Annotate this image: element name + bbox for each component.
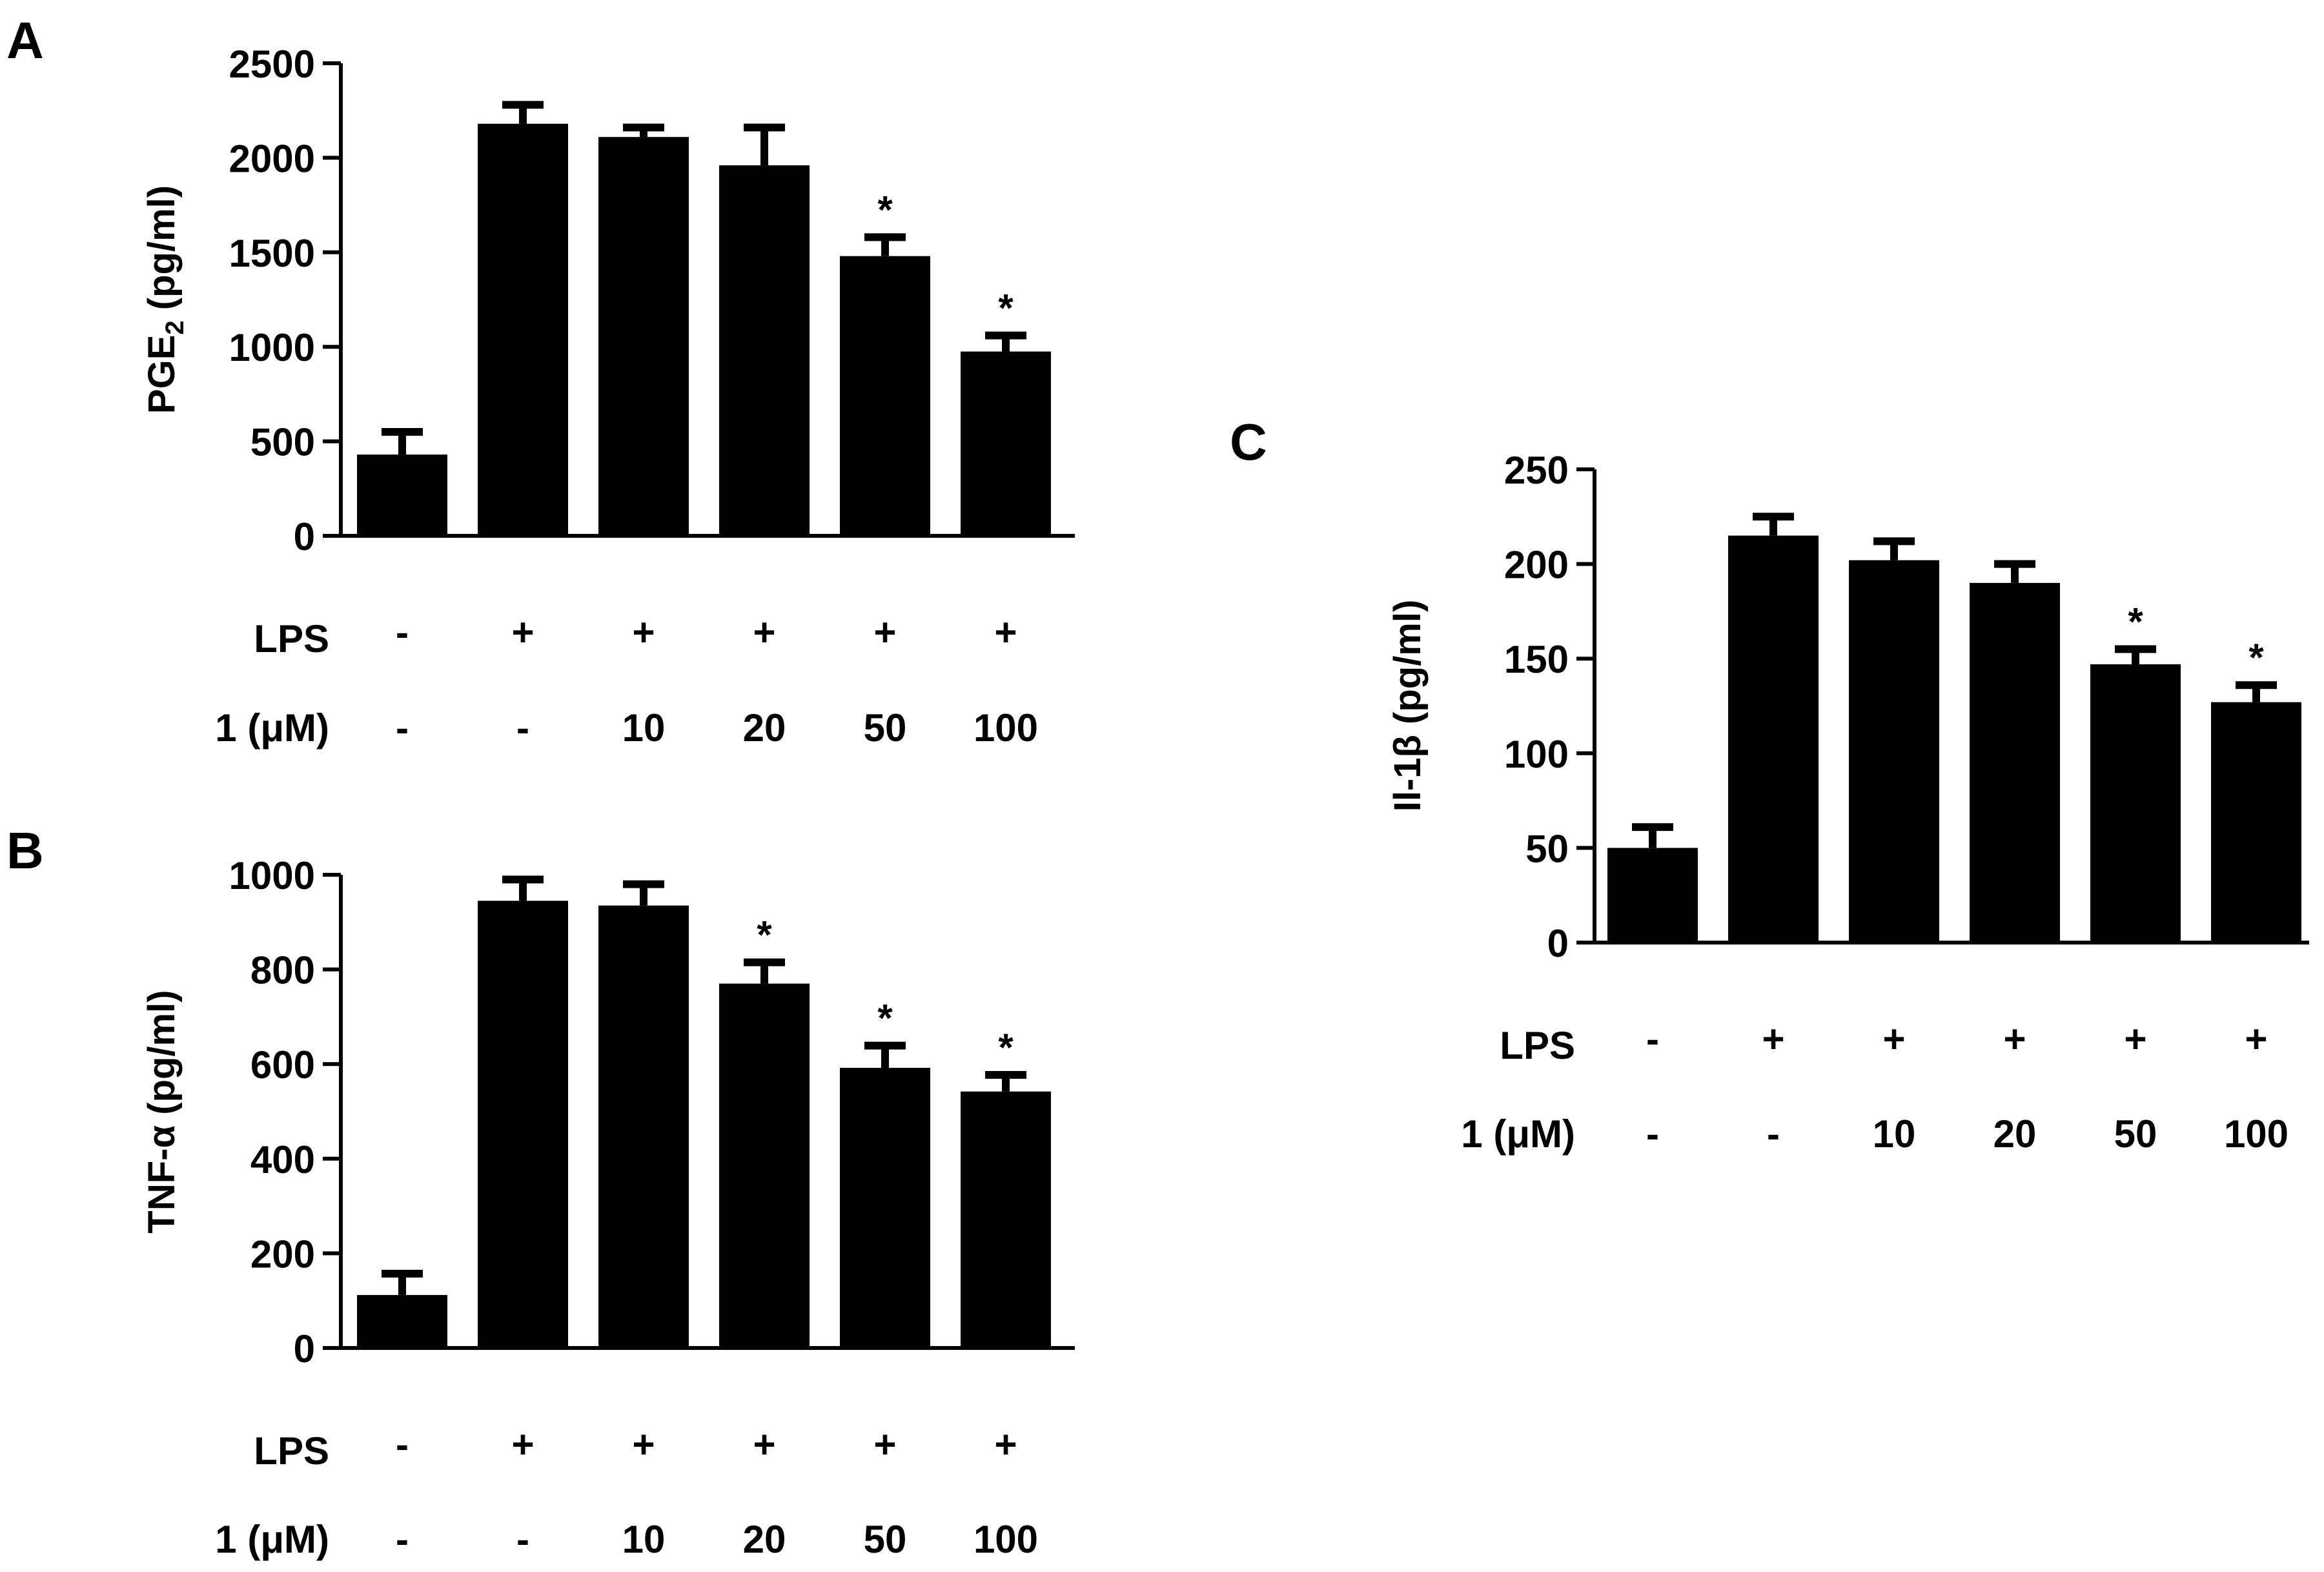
panel-c-dose-value: 20 <box>1993 1112 2037 1156</box>
panel-a-y-axis-title: PGE2 (pg/ml) <box>141 185 189 414</box>
panel-c-y-axis-title: Il-1β (pg/ml) <box>1387 600 1429 812</box>
panel-a-lps-value: + <box>873 611 896 654</box>
panel-a-lps-value: - <box>396 611 409 654</box>
panel-a-y-tick-label: 500 <box>250 421 315 464</box>
panel-c-dose-value: 100 <box>2224 1112 2288 1156</box>
panel-b-y-tick-label: 600 <box>250 1043 315 1087</box>
panel-b-lps-value: - <box>396 1423 409 1466</box>
panel-c-dose-row-label: 1 (μM) <box>1461 1112 1575 1156</box>
panel-b-y-axis-title: TNF-α (pg/ml) <box>141 990 183 1233</box>
panel-b-dose-value: 20 <box>743 1518 786 1561</box>
panel-c-lps-value: + <box>1882 1017 1905 1061</box>
panel-c-bar <box>1607 848 1698 943</box>
panel-a-significance-star: * <box>877 188 893 231</box>
panel-b-significance-star: * <box>877 997 893 1040</box>
panel-b-dose-row-label: 1 (μM) <box>215 1518 329 1561</box>
panel-b-bar <box>357 1294 447 1348</box>
panel-a-lps-value: + <box>753 611 775 654</box>
panel-b-dose-value: 10 <box>622 1518 666 1561</box>
panel-c-y-tick-label: 200 <box>1504 544 1569 587</box>
panel-c-dose-value: 50 <box>2114 1112 2157 1156</box>
panel-b-y-tick-label: 400 <box>250 1138 315 1181</box>
panel-a-dose-value: 100 <box>973 706 1038 750</box>
panel-c-label: C <box>1230 413 1267 471</box>
panel-b-label: B <box>6 822 44 879</box>
panel-a-y-tick-label: 1500 <box>229 232 315 275</box>
panel-a-lps-row-label: LPS <box>254 617 329 660</box>
panel-b-lps-value: + <box>632 1423 655 1466</box>
panel-b-dose-value: - <box>396 1518 409 1561</box>
panel-a-y-tick-label: 1000 <box>229 326 315 369</box>
panel-b-lps-value: + <box>511 1423 534 1466</box>
panel-b-y-tick-label: 1000 <box>229 854 315 897</box>
panel-b-dose-value: - <box>516 1518 529 1561</box>
panel-a-lps-value: + <box>632 611 655 654</box>
panel-b-y-tick-label: 0 <box>294 1327 315 1371</box>
panel-a-y-axis-title-main: PGE <box>141 335 183 414</box>
panel-c-y-tick-label: 100 <box>1504 733 1569 776</box>
panel-a-bar <box>840 256 930 536</box>
panel-c-lps-value: + <box>2003 1017 2026 1061</box>
panel-a-bar <box>357 454 447 536</box>
panel-b-lps-value: + <box>994 1423 1017 1466</box>
panel-c-bar <box>2090 664 2181 943</box>
panel-a-y-tick-label: 0 <box>294 515 315 558</box>
panel-a-y-axis-title-subscript: 2 <box>161 320 189 334</box>
panel-b-significance-star: * <box>998 1026 1014 1069</box>
panel-a-lps-value: + <box>994 611 1017 654</box>
panel-c-dose-value: 10 <box>1873 1112 1916 1156</box>
panel-c-lps-value: + <box>2124 1017 2146 1061</box>
panel-c-significance-star: * <box>2248 636 2264 679</box>
panel-b-significance-star: * <box>757 914 772 957</box>
panel-b-bar <box>719 983 810 1348</box>
panel-a-dose-value: 50 <box>864 706 907 750</box>
panel-c-y-tick-label: 150 <box>1504 638 1569 681</box>
panel-b-dose-value: 50 <box>864 1518 907 1561</box>
panel-b-bar <box>840 1068 930 1348</box>
panel-a-dose-value: - <box>516 706 529 750</box>
panel-a-dose-row-label: 1 (μM) <box>215 706 329 750</box>
panel-c-significance-star: * <box>2128 600 2143 644</box>
panel-c-lps-value: + <box>1762 1017 1784 1061</box>
panel-c-dose-value: - <box>1646 1112 1659 1156</box>
panel-b-bar <box>598 905 689 1348</box>
panel-a-bar <box>598 137 689 536</box>
panel-b-y-tick-label: 800 <box>250 949 315 992</box>
panel-c-y-tick-label: 50 <box>1525 827 1569 870</box>
panel-c-lps-row-label: LPS <box>1500 1024 1575 1067</box>
panel-c-dose-value: - <box>1767 1112 1780 1156</box>
panel-b-y-tick-label: 200 <box>250 1232 315 1276</box>
panel-a-dose-value: - <box>396 706 409 750</box>
panel-a-significance-star: * <box>998 287 1014 330</box>
panel-c-bar <box>1728 535 1819 943</box>
panel-b-dose-value: 100 <box>973 1518 1038 1561</box>
panel-b-lps-value: + <box>753 1423 775 1466</box>
panel-a-dose-value: 20 <box>743 706 786 750</box>
panel-a-lps-value: + <box>511 611 534 654</box>
panel-b-lps-value: + <box>873 1423 896 1466</box>
panel-a-dose-value: 10 <box>622 706 666 750</box>
panel-c-bar <box>2211 702 2301 943</box>
panel-a-y-tick-label: 2500 <box>229 43 315 86</box>
panel-c-y-tick-label: 250 <box>1504 449 1569 492</box>
panel-b-bar <box>961 1091 1051 1348</box>
panel-c-bar <box>1970 582 2060 943</box>
panel-c-lps-value: + <box>2245 1017 2267 1061</box>
panel-a-y-axis-title-unit: (pg/ml) <box>141 185 183 320</box>
panel-a-bar <box>719 165 810 536</box>
panel-b-bar <box>478 901 568 1348</box>
panel-a-bar <box>478 123 568 536</box>
panel-b-lps-row-label: LPS <box>254 1429 329 1473</box>
panel-c-bar <box>1849 560 1939 943</box>
panel-c-lps-value: - <box>1646 1017 1659 1061</box>
panel-a-label: A <box>6 12 44 69</box>
panel-a-bar <box>961 351 1051 536</box>
panel-c-y-tick-label: 0 <box>1547 922 1569 965</box>
panel-a-y-tick-label: 2000 <box>229 137 315 180</box>
